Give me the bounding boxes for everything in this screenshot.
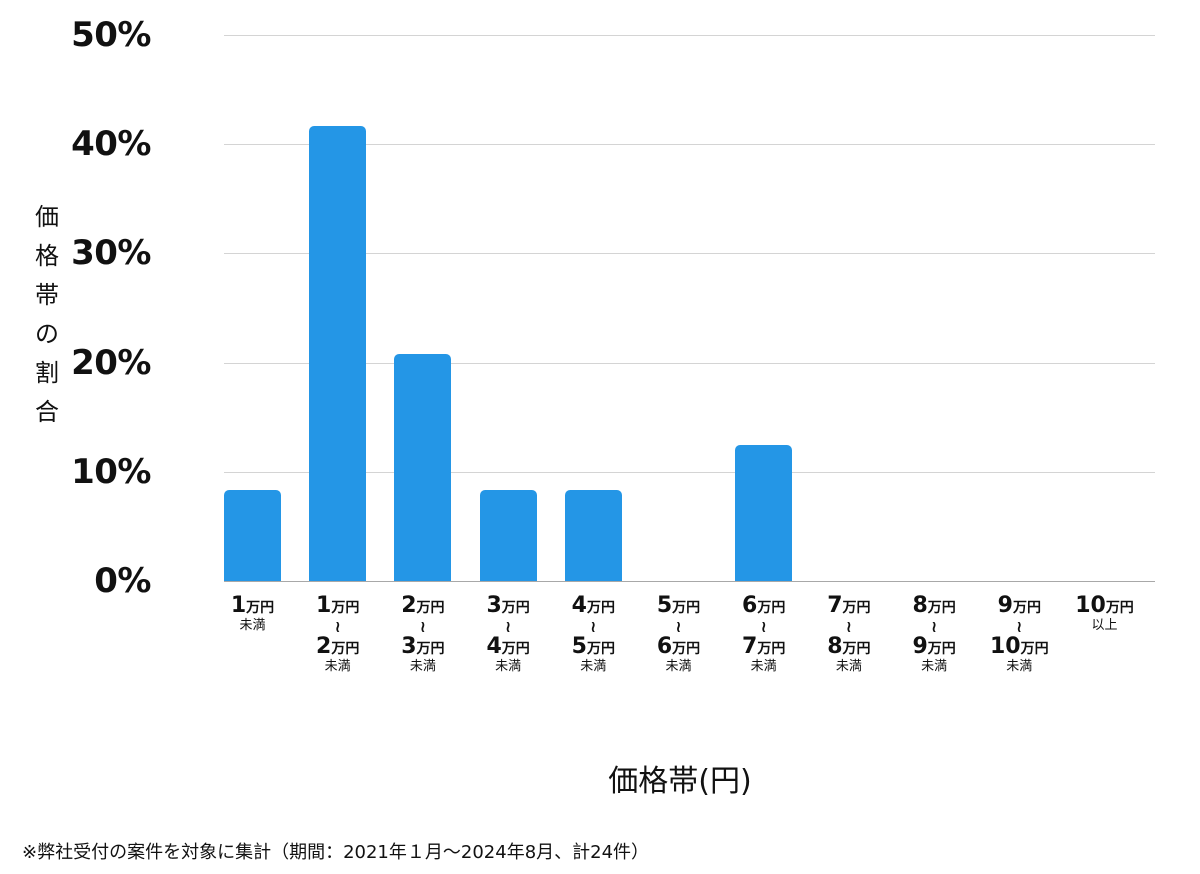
range-from: 8万円 (912, 593, 956, 618)
range-to: 9万円 (912, 634, 956, 659)
y-title-char: 帯 (35, 281, 59, 309)
bar (479, 490, 537, 581)
x-tick-label: 7万円 ≀ 8万円 未満 (809, 595, 889, 675)
range-from: 10万円 (1075, 593, 1134, 618)
x-axis-baseline (224, 581, 1155, 582)
plot-area: 0% 10% 20% 30% 40% 50% (71, 18, 1155, 598)
range-to: 7万円 (742, 634, 786, 659)
gridline (224, 144, 1155, 146)
range-suffix: 未満 (239, 618, 266, 633)
range-from: 9万円 (997, 593, 1041, 618)
x-tick-label: 6万円 ≀ 7万円 未満 (724, 595, 804, 675)
y-tick-label: 0% (94, 561, 151, 601)
range-to: 3万円 (401, 634, 445, 659)
y-tick-label: 20% (71, 342, 151, 383)
range-from: 7万円 (827, 593, 871, 618)
y-title-char: の (35, 320, 59, 348)
x-tick-label: 3万円 ≀ 4万円 未満 (468, 595, 548, 675)
range-to: 2万円 (316, 634, 360, 659)
range-to: 8万円 (827, 634, 871, 659)
bar (394, 353, 452, 581)
bar (564, 490, 622, 581)
range-suffix: 未満 (921, 659, 948, 674)
x-tick-label: 8万円 ≀ 9万円 未満 (894, 595, 974, 675)
range-to: 10万円 (989, 634, 1049, 659)
bar (735, 444, 793, 581)
x-tick-label: 2万円 ≀ 3万円 未満 (383, 595, 463, 675)
range-from: 5万円 (656, 593, 701, 618)
range-tilde-icon: ≀ (760, 617, 767, 636)
y-tick-label: 30% (71, 233, 151, 274)
x-tick-label: 9万円 ≀ 10万円 未満 (979, 595, 1059, 675)
y-title-char: 割 (35, 359, 59, 387)
range-suffix: 以上 (1091, 618, 1118, 633)
y-title-char: 合 (35, 398, 59, 426)
range-suffix: 未満 (409, 659, 436, 674)
range-suffix: 未満 (580, 659, 607, 674)
range-suffix: 未満 (665, 659, 692, 674)
x-tick-label: 10万円 以上 (1065, 595, 1145, 634)
range-to: 4万円 (486, 634, 530, 659)
range-tilde-icon: ≀ (845, 617, 852, 636)
range-tilde-icon: ≀ (1016, 617, 1023, 636)
range-from: 1万円 (316, 593, 360, 618)
range-to: 6万円 (656, 634, 701, 659)
bar (309, 125, 367, 581)
y-tick-label: 50% (71, 15, 151, 55)
gridline (224, 471, 1155, 473)
x-tick-label: 5万円 ≀ 6万円 未満 (639, 595, 719, 675)
range-from: 4万円 (571, 593, 615, 618)
gridline (224, 35, 1155, 36)
gridline (224, 362, 1155, 364)
gridline (224, 253, 1155, 255)
footnote: ※弊社受付の案件を対象に集計（期間：2021年１月〜2024年8月、計24件） (22, 842, 650, 863)
x-axis-title: 価格帯(円) (608, 764, 752, 799)
y-title-char: 格 (35, 242, 59, 270)
range-tilde-icon: ≀ (675, 617, 682, 636)
y-tick-label: 40% (71, 124, 151, 165)
range-from: 3万円 (486, 593, 530, 618)
range-from: 1万円 (230, 593, 275, 618)
range-tilde-icon: ≀ (931, 617, 938, 636)
range-suffix: 未満 (750, 659, 777, 674)
range-suffix: 未満 (495, 659, 522, 674)
range-from: 2万円 (401, 593, 445, 618)
range-suffix: 未満 (835, 659, 862, 674)
bar (224, 490, 281, 581)
range-tilde-icon: ≀ (334, 617, 341, 636)
range-tilde-icon: ≀ (419, 617, 426, 636)
x-tick-label: 1万円 ≀ 2万円 未満 (298, 595, 378, 675)
y-tick-label: 10% (71, 451, 151, 492)
range-to: 5万円 (571, 634, 615, 659)
range-suffix: 未満 (1006, 659, 1033, 674)
y-axis-title: 価格帯の割合 (32, 198, 62, 432)
range-tilde-icon: ≀ (590, 617, 597, 636)
range-tilde-icon: ≀ (505, 617, 512, 636)
x-tick-label: 4万円 ≀ 5万円 未満 (553, 595, 633, 675)
range-from: 6万円 (742, 593, 786, 618)
range-suffix: 未満 (324, 659, 351, 674)
y-title-char: 価 (35, 203, 59, 231)
x-tick-label: 1万円 未満 (213, 595, 293, 634)
